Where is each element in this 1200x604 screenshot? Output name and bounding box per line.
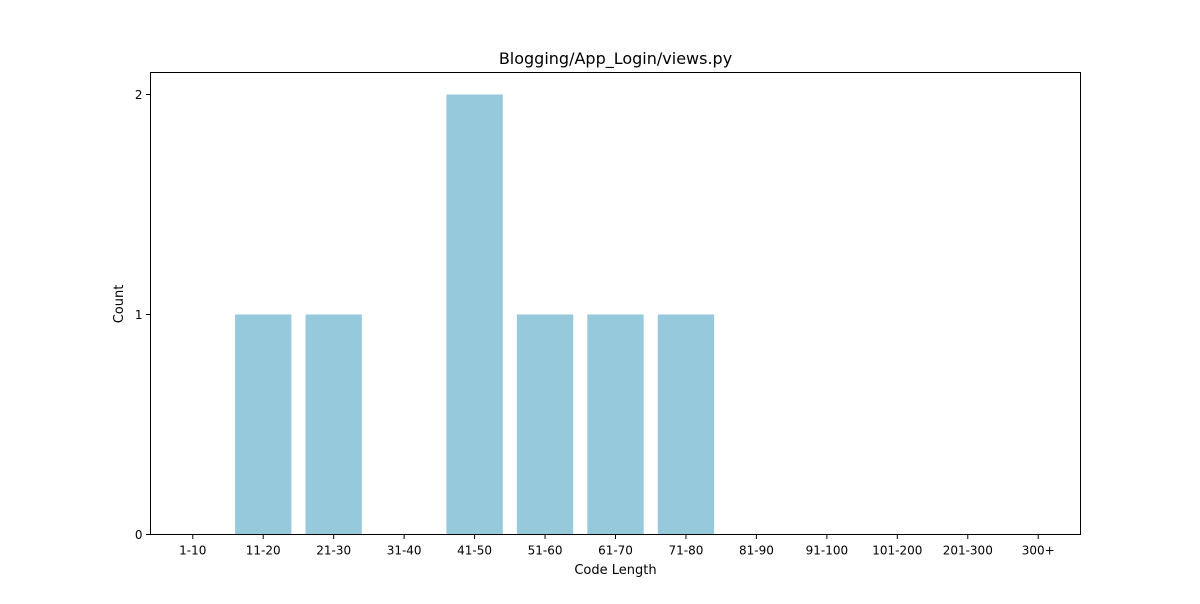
bars-layer <box>235 94 715 535</box>
x-tick-label: 51-60 <box>528 544 563 558</box>
y-tick-label: 1 <box>135 308 143 322</box>
bar-71-80 <box>657 314 715 535</box>
x-tick-label: 31-40 <box>387 544 422 558</box>
y-tick-label: 0 <box>135 528 143 542</box>
bar-51-60 <box>516 314 574 535</box>
x-tick-label: 201-300 <box>943 544 993 558</box>
bar-61-70 <box>587 314 644 535</box>
x-tick-label: 91-100 <box>806 544 849 558</box>
y-axis-label: Count <box>112 285 127 324</box>
x-tick-label: 1-10 <box>179 544 206 558</box>
x-tick-label: 300+ <box>1022 544 1055 558</box>
x-tick-label: 41-50 <box>457 544 492 558</box>
x-tick-label: 61-70 <box>598 544 633 558</box>
x-axis: 1-10 11-20 21-30 31-40 41-50 51-60 61-70 71-80 8… <box>179 534 1055 558</box>
bar-21-30 <box>305 314 362 535</box>
plot-frame <box>150 72 1081 535</box>
x-tick-label: 21-30 <box>316 544 351 558</box>
bar-41-50 <box>446 94 503 535</box>
x-tick-label: 81-90 <box>739 544 774 558</box>
x-tick-label: 101-200 <box>872 544 922 558</box>
chart-title: Blogging/App_Login/views.py <box>499 49 732 69</box>
y-axis: 0 1 2 <box>135 88 151 542</box>
bar-11-20 <box>235 314 292 535</box>
x-axis-label: Code Length <box>574 563 656 578</box>
y-tick-label: 2 <box>135 88 143 102</box>
x-tick-label: 11-20 <box>246 544 281 558</box>
x-tick-label: 71-80 <box>669 544 704 558</box>
